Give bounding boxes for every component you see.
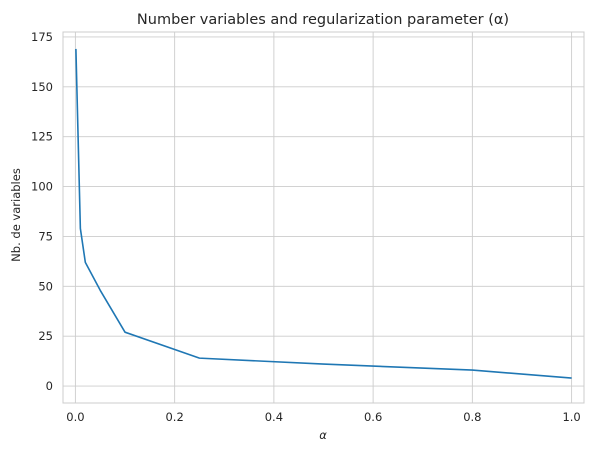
y-axis-label: Nb. de variables	[9, 168, 23, 262]
chart-title: Number variables and regularization para…	[137, 12, 509, 28]
x-tick-label: 0.8	[463, 410, 481, 424]
y-tick-label: 150	[31, 80, 53, 94]
x-tick-label: 0.4	[265, 410, 283, 424]
y-tick-label: 50	[38, 279, 53, 293]
y-tick-label: 175	[31, 30, 53, 44]
x-tick-label: 0.6	[364, 410, 382, 424]
y-tick-label: 125	[31, 130, 53, 144]
x-tick-label: 0.0	[66, 410, 84, 424]
y-tick-label: 25	[38, 329, 53, 343]
x-tick-label: 1.0	[562, 410, 580, 424]
y-tick-label: 0	[46, 379, 53, 393]
series-layer	[75, 48, 572, 379]
plot-frame	[62, 31, 585, 404]
y-tick-label: 75	[38, 229, 53, 243]
y-tick-label: 100	[31, 180, 53, 194]
series-line	[75, 48, 572, 379]
grid	[63, 32, 584, 403]
x-axis-label: α	[319, 428, 327, 442]
tick-labels: 0.0 0.2 0.4 0.6 0.8 1.0 0 25 50 75 100 125 150 175	[31, 30, 581, 424]
x-tick-label: 0.2	[165, 410, 183, 424]
